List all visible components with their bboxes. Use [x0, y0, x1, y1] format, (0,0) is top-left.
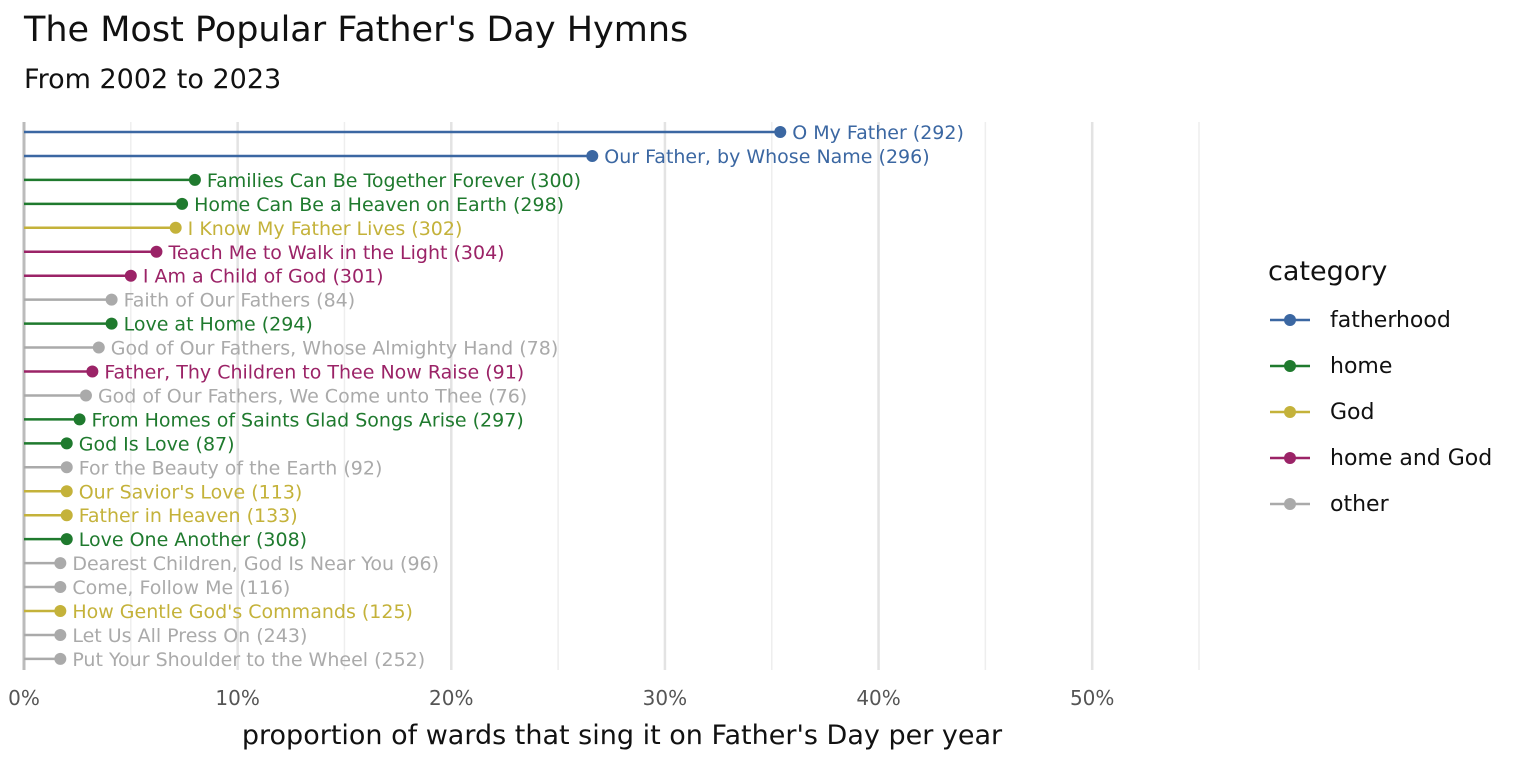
- legend-title: category: [1268, 256, 1388, 287]
- lollipop-point: [60, 485, 73, 498]
- legend-item: home: [1268, 343, 1492, 389]
- legend-key: [1270, 452, 1310, 464]
- x-tick-label: 10%: [215, 686, 259, 710]
- legend-label: home and God: [1330, 445, 1493, 471]
- point-label: Love One Another (308): [79, 529, 307, 551]
- legend-label: fatherhood: [1330, 307, 1451, 333]
- point-label: Teach Me to Walk in the Light (304): [167, 242, 504, 264]
- lollipop-point: [169, 221, 182, 234]
- legend: category fatherhood home God home and God ot…: [1268, 256, 1492, 527]
- point-label: I Know My Father Lives (302): [188, 218, 463, 240]
- point-label: Put Your Shoulder to the Wheel (252): [72, 649, 425, 671]
- lollipop-point: [188, 173, 201, 186]
- legend-item: other: [1268, 481, 1492, 527]
- legend-key: [1270, 360, 1310, 372]
- lollipop-point: [60, 461, 73, 474]
- point-label: God of Our Fathers, Whose Almighty Hand …: [111, 338, 559, 360]
- chart-subtitle: From 2002 to 2023: [24, 64, 282, 95]
- legend-key: [1270, 406, 1310, 418]
- lollipop-point: [176, 197, 189, 210]
- x-tick-label: 30%: [643, 686, 687, 710]
- point-label: God of Our Fathers, We Come unto Thee (7…: [98, 385, 527, 407]
- point-label: Father in Heaven (133): [79, 505, 298, 527]
- point-label: From Homes of Saints Glad Songs Arise (2…: [92, 409, 524, 431]
- legend-label: home: [1330, 353, 1393, 379]
- point-label: How Gentle God's Commands (125): [72, 601, 413, 623]
- legend-item: God: [1268, 389, 1492, 435]
- point-label: Faith of Our Fathers (84): [124, 290, 356, 312]
- point-label: Love at Home (294): [124, 314, 313, 336]
- point-label: Let Us All Press On (243): [72, 625, 307, 647]
- legend-item: fatherhood: [1268, 297, 1492, 343]
- x-tick-label: 50%: [1070, 686, 1114, 710]
- lollipop-point: [124, 269, 137, 282]
- legend-label: God: [1330, 399, 1375, 425]
- legend-key: [1270, 314, 1310, 326]
- lollipop-point: [54, 557, 67, 570]
- x-tick-label: 20%: [429, 686, 473, 710]
- point-label: Come, Follow Me (116): [72, 577, 290, 599]
- x-tick-label: 0%: [8, 686, 40, 710]
- legend-key: [1270, 498, 1310, 510]
- point-label: For the Beauty of the Earth (92): [79, 457, 383, 479]
- lollipop-point: [60, 437, 73, 450]
- point-label: Home Can Be a Heaven on Earth (298): [194, 194, 564, 216]
- lollipop-point: [79, 389, 92, 402]
- lollipop-point: [54, 628, 67, 641]
- point-label: Our Savior's Love (113): [79, 481, 303, 503]
- legend-label: other: [1330, 491, 1389, 517]
- lollipop-point: [150, 245, 163, 258]
- lollipop-point: [60, 533, 73, 546]
- lollipop-point: [586, 149, 599, 162]
- lollipop-point: [92, 341, 105, 354]
- lollipop-point: [54, 581, 67, 594]
- lollipop-point: [105, 317, 118, 330]
- lollipop-point: [54, 605, 67, 617]
- x-axis-label: proportion of wards that sing it on Fath…: [242, 720, 1003, 751]
- chart-title: The Most Popular Father's Day Hymns: [24, 10, 689, 50]
- point-label: Our Father, by Whose Name (296): [604, 146, 929, 168]
- point-label: Father, Thy Children to Thee Now Raise (…: [104, 362, 524, 384]
- lollipop-point: [60, 509, 73, 522]
- point-label: Families Can Be Together Forever (300): [207, 170, 581, 192]
- point-label: Dearest Children, God Is Near You (96): [72, 553, 439, 575]
- lollipop-point: [54, 652, 67, 665]
- lollipop-point: [86, 365, 99, 378]
- legend-item: home and God: [1268, 435, 1492, 481]
- legend-items: fatherhood home God home and God other: [1268, 297, 1492, 527]
- x-tick-label: 40%: [856, 686, 900, 710]
- lollipop-point: [105, 293, 118, 306]
- lollipop-point: [73, 413, 86, 426]
- lollipop-point: [774, 126, 787, 138]
- point-label: God Is Love (87): [79, 433, 235, 455]
- point-label: I Am a Child of God (301): [143, 266, 384, 288]
- point-label: O My Father (292): [792, 122, 964, 144]
